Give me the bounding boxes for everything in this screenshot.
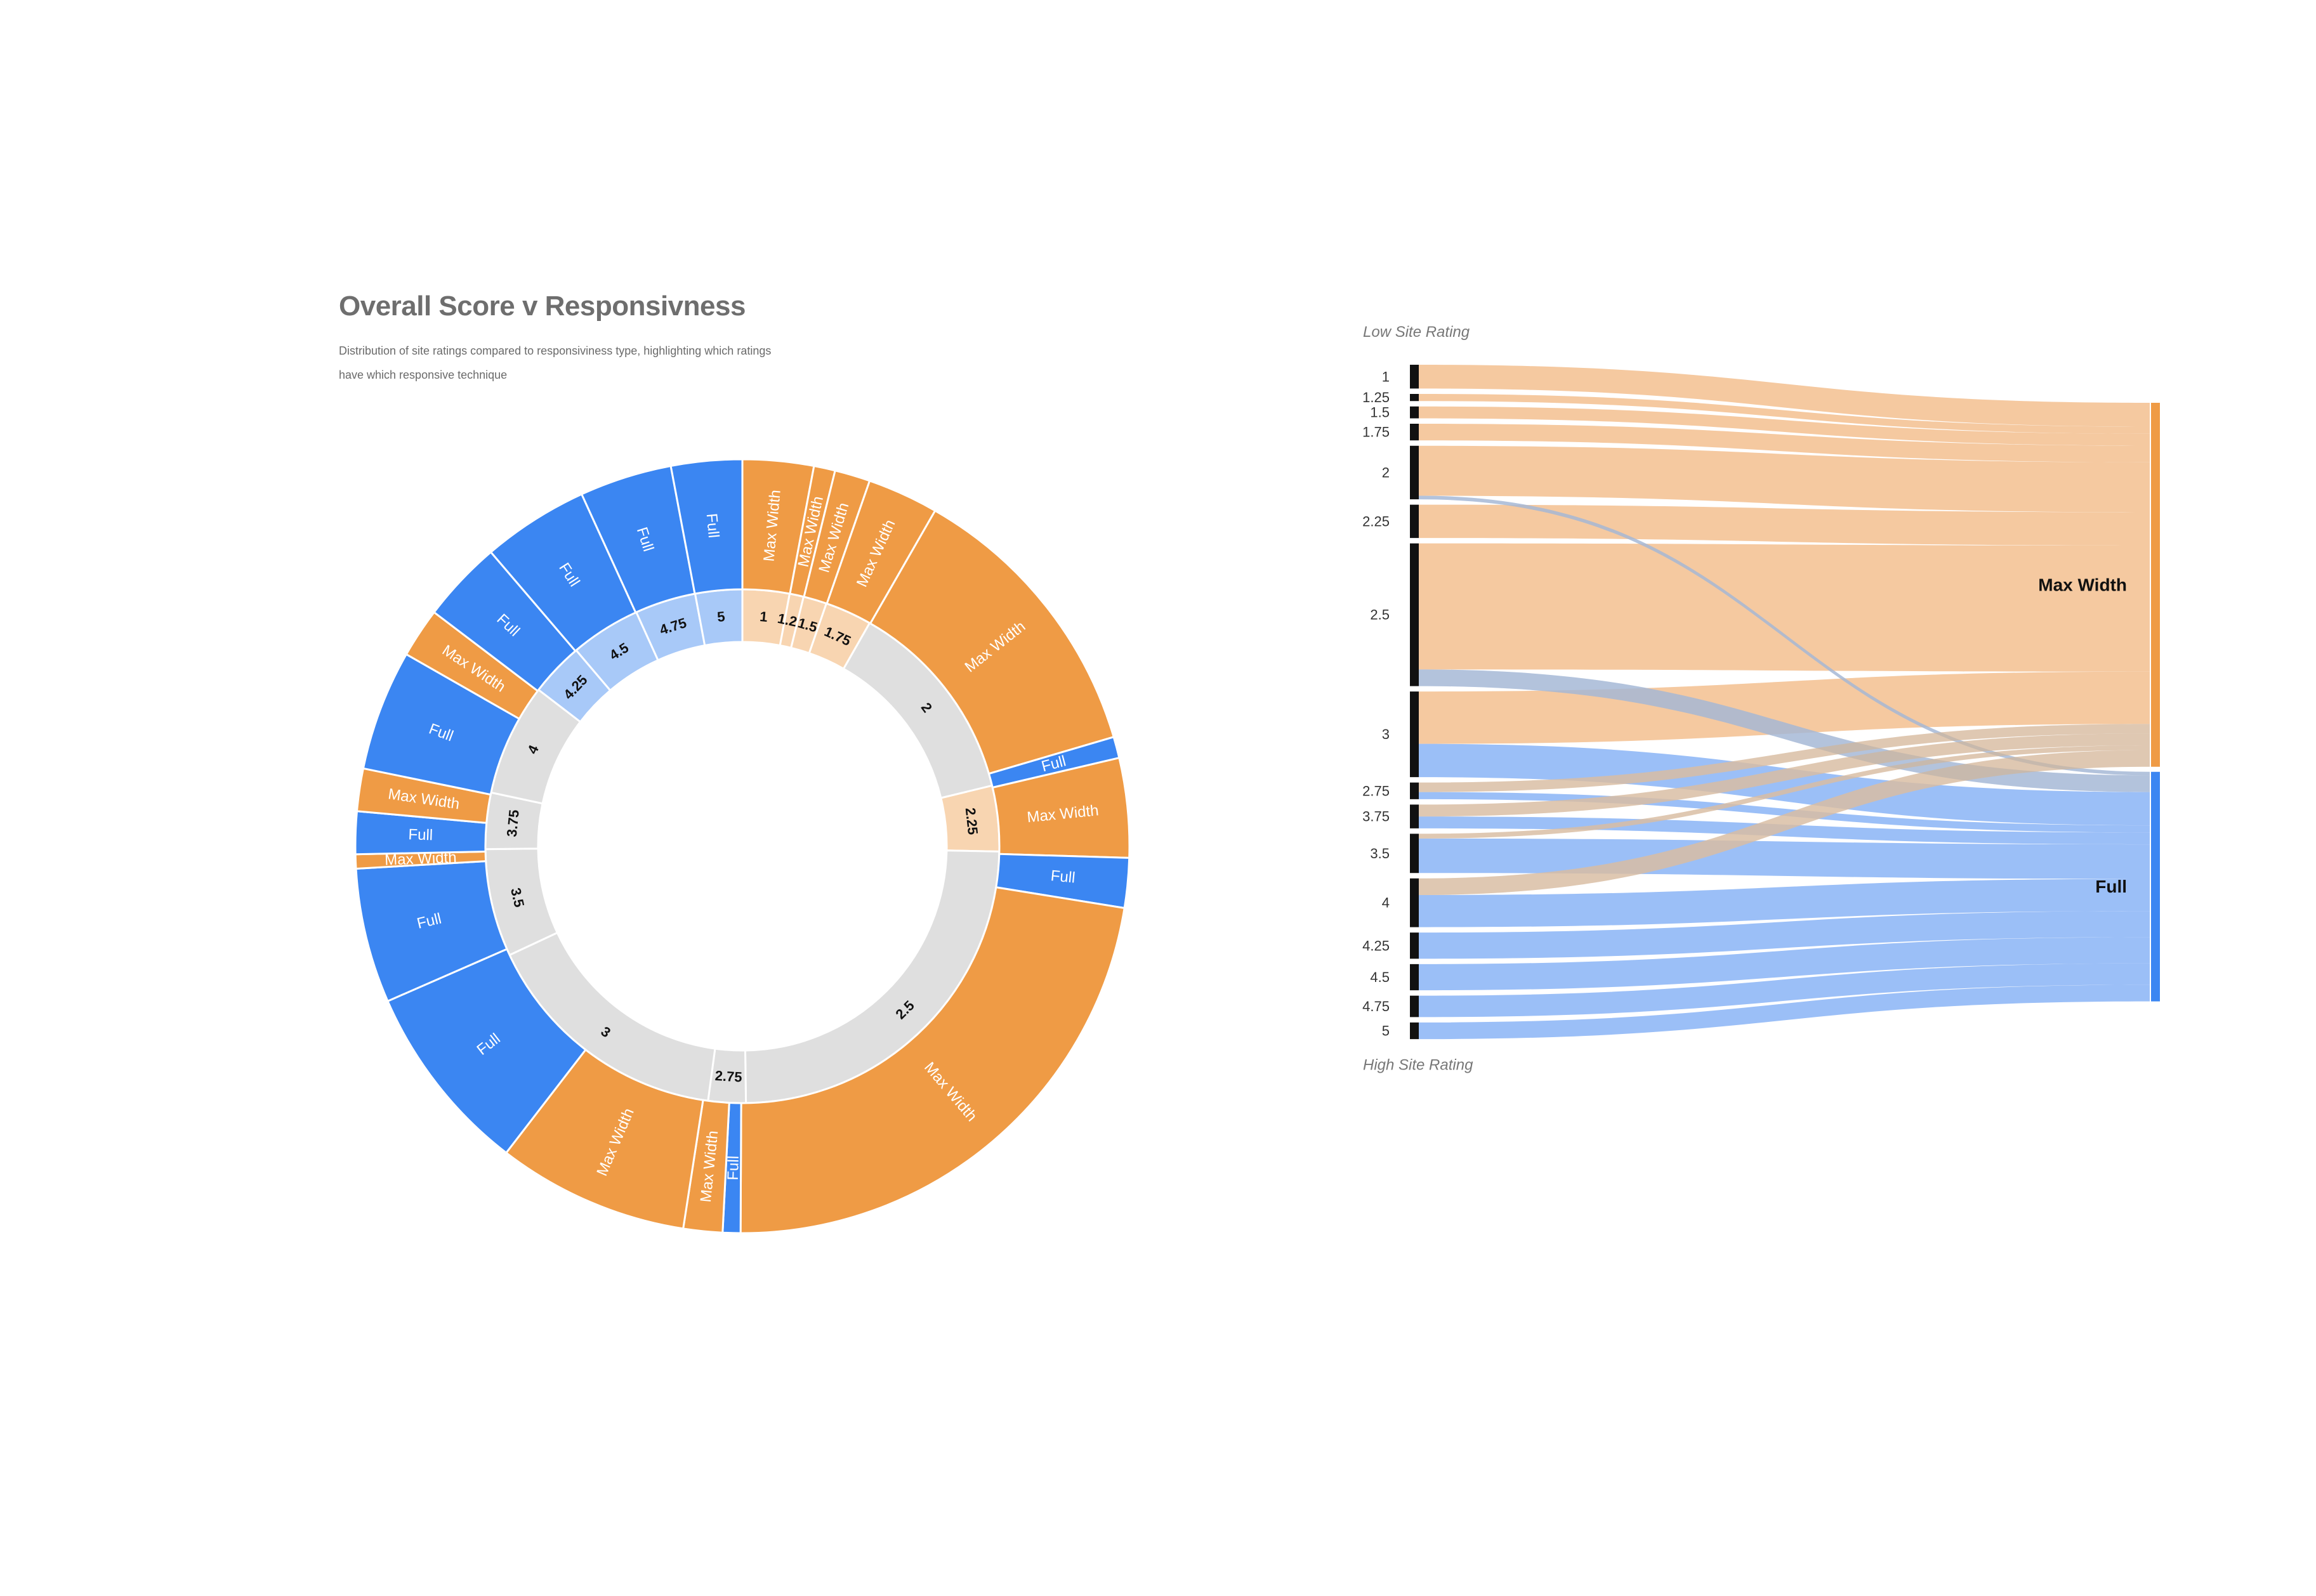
outer-ring-label: Full [1050, 867, 1076, 887]
inner-ring-label: 2.25 [963, 807, 982, 835]
sankey-flow[interactable] [1419, 543, 2150, 672]
sankey-flow[interactable] [1419, 365, 2150, 427]
sankey-target-node[interactable] [2151, 403, 2160, 767]
sankey-source-node[interactable] [1410, 394, 1419, 402]
sankey-flow[interactable] [1419, 879, 2150, 927]
sankey-source-label: 4.5 [1370, 969, 1390, 985]
bottom-axis-label: High Site Rating [1363, 1057, 1473, 1074]
sankey-source-node[interactable] [1410, 964, 1419, 991]
sankey-flow[interactable] [1419, 937, 2150, 991]
sankey-flow[interactable] [1419, 424, 2150, 462]
sankey-source-node[interactable] [1410, 365, 1419, 389]
sankey-target-label: Full [2095, 877, 2127, 896]
sankey-flow[interactable] [1419, 838, 2150, 879]
sankey-flow[interactable] [1419, 963, 2150, 1017]
sankey-source-node[interactable] [1410, 504, 1419, 539]
sankey-source-node[interactable] [1410, 691, 1419, 778]
sankey-source-label: 1.25 [1362, 389, 1390, 405]
sankey-target-label: Max Width [2038, 575, 2127, 594]
inner-ring-label: 1 [759, 608, 768, 625]
sankey-flow[interactable] [1419, 750, 2150, 896]
inner-ring-label: 3.75 [504, 809, 522, 837]
sankey-source-node[interactable] [1410, 995, 1419, 1017]
sankey-flow[interactable] [1419, 984, 2150, 1040]
outer-ring-label: Full [703, 513, 722, 539]
inner-ring-label: 2.75 [714, 1068, 742, 1085]
sankey-flow[interactable] [1419, 669, 2150, 792]
sankey-source-node[interactable] [1410, 782, 1419, 799]
outer-ring-segment[interactable] [669, 458, 744, 595]
sankey-source-node[interactable] [1410, 445, 1419, 500]
sankey-source-label: 1.5 [1370, 405, 1390, 421]
sankey-flow[interactable] [1419, 724, 2150, 792]
sankey-source-node[interactable] [1410, 424, 1419, 441]
sankey-source-label: 2.25 [1362, 513, 1390, 529]
inner-ring-label: 5 [716, 608, 726, 625]
sankey-source-label: 2 [1382, 464, 1390, 480]
sankey-source-label: 4 [1382, 895, 1390, 911]
sankey-target-node[interactable] [2151, 771, 2160, 1002]
sankey-flow[interactable] [1419, 745, 2150, 839]
sankey-flow[interactable] [1419, 669, 2150, 792]
sankey-flow[interactable] [1419, 745, 2150, 839]
sankey-flow[interactable] [1419, 394, 2150, 434]
sankey-flow[interactable] [1419, 743, 2150, 826]
sankey-source-label: 1.75 [1362, 424, 1390, 440]
sankey-source-node[interactable] [1410, 878, 1419, 927]
sankey-flow[interactable] [1419, 445, 2150, 513]
sankey-flow[interactable] [1419, 724, 2150, 792]
sankey-source-node[interactable] [1410, 543, 1419, 686]
sankey-source-label: 3 [1382, 726, 1390, 742]
sankey-source-label: 4.75 [1362, 998, 1390, 1014]
sankey-source-node[interactable] [1410, 406, 1419, 419]
outer-ring-segment[interactable] [739, 886, 1126, 1234]
sankey-source-label: 2.5 [1370, 607, 1390, 623]
sankey-source-label: 2.75 [1362, 783, 1390, 799]
sankey-source-node[interactable] [1410, 932, 1419, 959]
sankey-flow[interactable] [1419, 911, 2150, 959]
sankey-source-label: 5 [1382, 1023, 1390, 1039]
sankey-flow[interactable] [1419, 504, 2150, 546]
sankey-flow[interactable] [1419, 495, 2150, 776]
outer-ring-label: Full [725, 1156, 742, 1181]
sankey-source-node[interactable] [1410, 1022, 1419, 1040]
chart-title: Overall Score v Responsivness [339, 291, 746, 322]
sankey-source-node[interactable] [1410, 804, 1419, 828]
sankey-flow[interactable] [1419, 406, 2150, 446]
sankey-flow[interactable] [1419, 733, 2150, 817]
sankey-flow[interactable] [1419, 733, 2150, 817]
sankey-source-label: 3.5 [1370, 846, 1390, 861]
sankey-source-label: 3.75 [1362, 809, 1390, 825]
sankey-flow[interactable] [1419, 750, 2150, 896]
outer-ring-label: Full [408, 826, 433, 844]
sankey-flow[interactable] [1419, 495, 2150, 776]
sankey-source-label: 4.25 [1362, 938, 1390, 953]
sankey-source-label: 1 [1382, 369, 1390, 384]
chart-subtitle: Distribution of site ratings compared to… [339, 344, 772, 381]
sankey-source-node[interactable] [1410, 834, 1419, 873]
top-axis-label: Low Site Rating [1363, 324, 1470, 341]
